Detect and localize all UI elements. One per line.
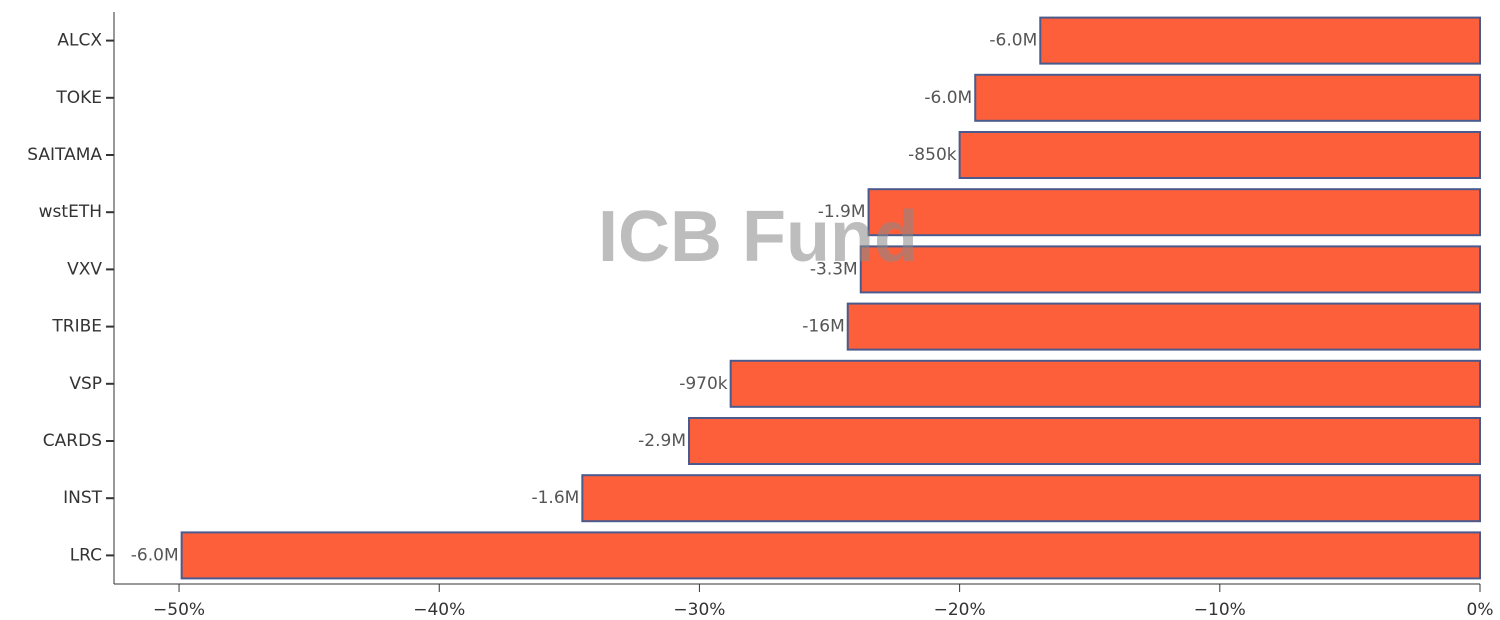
- y-tick-label: INST: [63, 488, 103, 508]
- x-tick-label: 0%: [1467, 600, 1494, 620]
- bar: [859, 245, 1481, 294]
- y-tick-label: VSP: [69, 374, 102, 394]
- y-tick-label: CARDS: [43, 431, 102, 451]
- bar-text: -1.6M: [531, 488, 579, 508]
- bar-text: -850k: [908, 145, 957, 165]
- x-tick-label: −50%: [153, 600, 205, 620]
- y-tick-label: LRC: [70, 545, 102, 565]
- y-tick-label: VXV: [67, 259, 102, 279]
- bar: [867, 188, 1481, 237]
- x-tick-label: −10%: [1194, 600, 1246, 620]
- bar: [974, 73, 1481, 122]
- y-tick-label: ALCX: [57, 31, 102, 51]
- bar: [1039, 16, 1481, 65]
- y-tick-label: wstETH: [39, 202, 102, 222]
- y-tick-label: TOKE: [55, 88, 102, 108]
- bar-text: -1.9M: [818, 202, 866, 222]
- y-tick-label: TRIBE: [51, 317, 102, 337]
- bar-text: -6.0M: [989, 31, 1037, 51]
- bar: [581, 474, 1481, 523]
- bar-text: -970k: [679, 374, 728, 394]
- bar-text: -6.0M: [924, 88, 972, 108]
- bar-text: -16M: [802, 317, 844, 337]
- bar: [688, 417, 1481, 465]
- bar: [180, 531, 1481, 580]
- bar-text: -3.3M: [810, 259, 858, 279]
- bar: [958, 131, 1481, 179]
- x-tick-label: −40%: [413, 600, 465, 620]
- bar: [846, 302, 1481, 351]
- x-tick-label: −20%: [934, 600, 986, 620]
- x-tick-label: −30%: [673, 600, 725, 620]
- bar-text: -2.9M: [638, 431, 686, 451]
- bar: [729, 359, 1481, 408]
- y-tick-label: SAITAMA: [27, 145, 102, 165]
- watermark: ICB Fund: [598, 197, 918, 277]
- bar-text: -6.0M: [131, 545, 179, 565]
